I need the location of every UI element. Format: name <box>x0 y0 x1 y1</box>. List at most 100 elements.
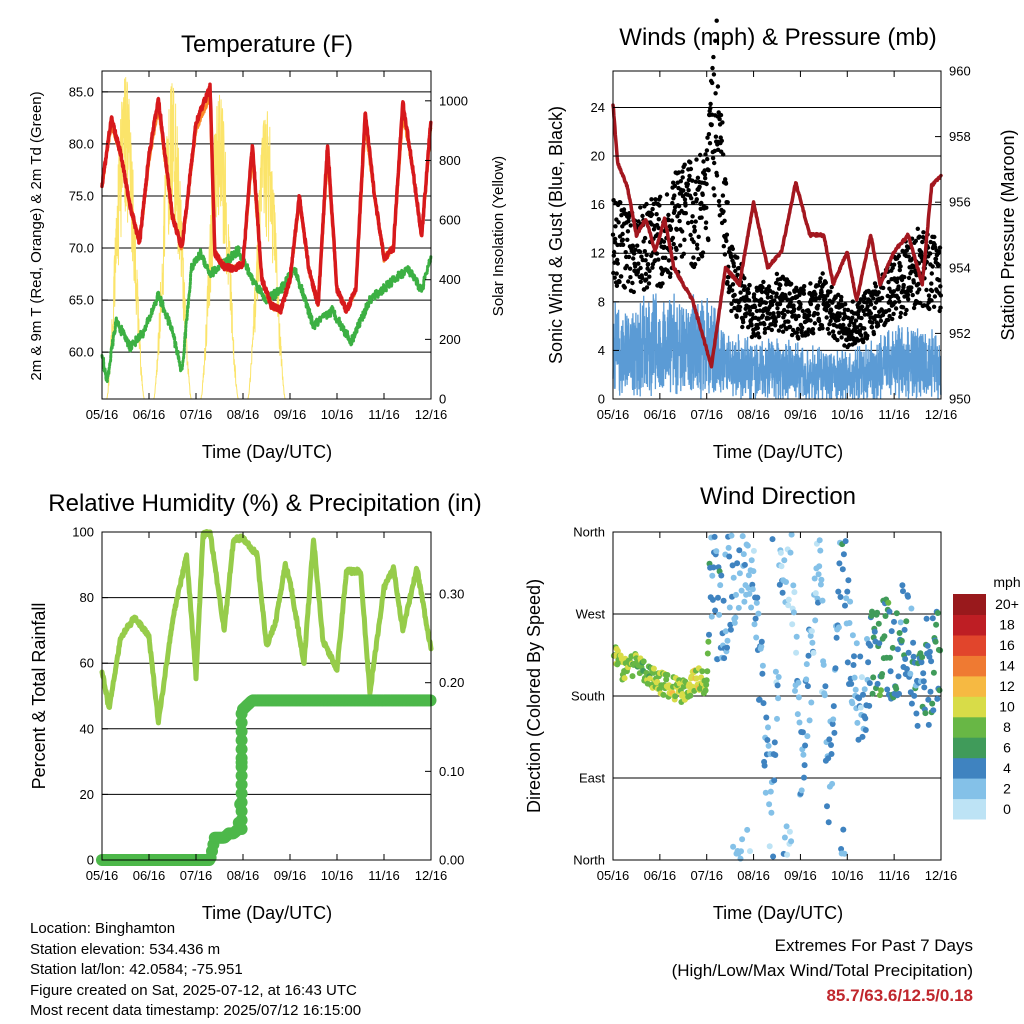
gust-point <box>683 203 688 208</box>
direction-point <box>756 696 763 703</box>
gust-point <box>829 284 834 290</box>
direction-point <box>777 549 784 556</box>
y-tick-label: 100 <box>72 525 94 540</box>
gust-point <box>772 298 777 303</box>
gust-point <box>658 194 663 199</box>
x-tick-label: 07/16 <box>180 868 213 883</box>
direction-point <box>727 621 734 628</box>
gust-point <box>777 286 782 291</box>
gust-point <box>742 276 747 281</box>
gust-point <box>757 335 762 340</box>
gust-point <box>649 197 654 202</box>
gust-point <box>862 326 867 331</box>
gust-point <box>644 252 649 258</box>
gust-point <box>620 231 625 237</box>
gust-point <box>845 307 851 313</box>
direction-point <box>867 642 874 649</box>
x-tick-label: 07/16 <box>690 407 723 422</box>
direction-point <box>903 666 910 672</box>
y-tick-label: 40 <box>80 721 94 736</box>
gust-point <box>696 256 701 262</box>
direction-point <box>717 582 724 589</box>
gust-point <box>898 314 903 320</box>
direction-point <box>741 598 748 605</box>
y-tick-label: 70.0 <box>69 241 94 256</box>
gust-point <box>828 289 833 294</box>
gust-point <box>730 288 735 293</box>
gust-point <box>710 65 715 71</box>
gust-point <box>666 217 671 223</box>
direction-point <box>755 610 762 617</box>
gust-point <box>710 80 715 86</box>
direction-point <box>869 608 875 615</box>
precip-point <box>235 743 248 756</box>
direction-point <box>758 638 765 645</box>
gust-point <box>774 271 780 277</box>
gust-point <box>762 330 767 335</box>
direction-point <box>726 604 733 611</box>
direction-point <box>851 653 857 660</box>
x-tick-label: 09/16 <box>784 407 817 422</box>
gust-point <box>745 287 751 292</box>
gust-point <box>932 234 937 240</box>
gust-point <box>628 275 633 280</box>
direction-point <box>793 633 800 640</box>
direction-point <box>835 588 842 595</box>
direction-point <box>614 648 621 654</box>
direction-point <box>789 621 796 628</box>
direction-point <box>857 653 864 660</box>
gust-point <box>906 297 911 302</box>
extremes-heading: Extremes For Past 7 Days <box>774 936 973 955</box>
direction-point <box>801 762 808 769</box>
gust-point <box>614 283 620 288</box>
direction-point <box>790 609 797 616</box>
direction-point <box>852 686 859 693</box>
gust-point <box>749 323 754 328</box>
gust-point <box>741 319 746 325</box>
direction-point <box>808 699 815 706</box>
direction-point <box>711 533 718 540</box>
direction-point <box>705 638 712 645</box>
gust-point <box>691 239 696 245</box>
direction-point <box>796 719 803 726</box>
x-tick-label: 05/16 <box>597 407 630 422</box>
gust-point <box>708 106 713 111</box>
gust-point <box>718 112 724 118</box>
direction-point <box>894 646 901 653</box>
gust-point <box>825 326 830 332</box>
y-tick-label: 24 <box>591 100 605 115</box>
gust-point <box>808 281 813 286</box>
gust-point <box>647 268 652 274</box>
gust-points <box>610 18 943 350</box>
y-tick-label: 20 <box>591 149 605 164</box>
direction-point <box>798 787 805 794</box>
direction-point <box>736 570 743 577</box>
direction-point <box>791 589 798 596</box>
x-tick-label: 05/16 <box>86 407 119 422</box>
gust-point <box>929 271 934 276</box>
gust-point <box>808 301 814 307</box>
direction-point <box>810 649 817 656</box>
temperature-y2label: Solar Insolation (Yellow) <box>490 156 507 316</box>
direction-point <box>703 681 710 688</box>
x-tick-label: 12/16 <box>415 868 448 883</box>
direction-point <box>687 692 694 699</box>
gust-point <box>876 290 881 295</box>
gust-point <box>670 200 675 206</box>
direction-point <box>786 828 793 835</box>
direction-point <box>752 615 759 622</box>
plot-frame <box>101 70 432 400</box>
legend-label: 10 <box>999 699 1015 715</box>
gust-point <box>701 159 706 164</box>
gust-point <box>656 257 661 262</box>
gust-point <box>759 289 765 295</box>
direction-point <box>926 653 933 660</box>
gust-point <box>917 287 922 292</box>
gust-point <box>726 274 731 280</box>
direction-point <box>693 675 700 682</box>
gust-point <box>767 311 773 316</box>
gust-point <box>671 241 676 247</box>
gust-point <box>850 299 855 304</box>
gust-point <box>614 271 619 276</box>
gust-point <box>672 183 678 189</box>
